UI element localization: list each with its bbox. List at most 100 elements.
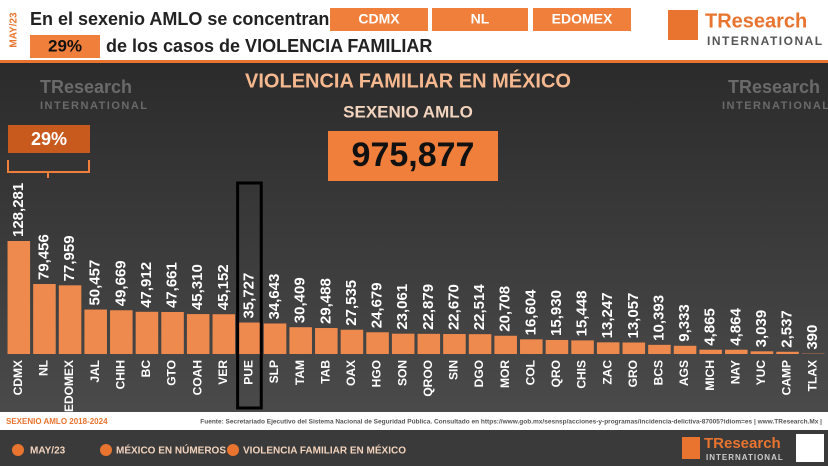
plot: 128,281 CDMX 79,456 NL 77,959 EDOMEX 50,457 JAL… — [7, 181, 825, 412]
logo-icon — [668, 10, 698, 40]
bar — [84, 309, 107, 354]
category-label: VER — [216, 360, 230, 385]
value-label: 22,879 — [420, 284, 437, 330]
category-label: NAY — [728, 360, 742, 384]
bar — [596, 342, 620, 354]
category-label: YUC — [754, 360, 768, 386]
bar — [212, 314, 236, 354]
bar — [161, 312, 184, 354]
state-box — [330, 8, 428, 31]
bracket — [7, 160, 90, 178]
value-label: 13,057 — [625, 293, 642, 339]
value-label: 10,393 — [650, 295, 667, 341]
category-label: TLAX — [805, 360, 819, 391]
category-label: SON — [395, 360, 409, 386]
value-label: 79,456 — [35, 234, 52, 280]
value-label: 45,152 — [215, 264, 232, 310]
bar — [238, 322, 261, 354]
bar — [315, 328, 338, 354]
bar — [58, 285, 82, 354]
bar — [520, 339, 543, 354]
bar — [750, 351, 774, 354]
value-label: 27,535 — [343, 280, 360, 326]
logo-name: TResearch — [705, 10, 807, 32]
category-label: QROO — [421, 360, 435, 397]
category-label: QRO — [549, 360, 563, 387]
bar — [648, 344, 671, 354]
category-label: BC — [139, 360, 153, 378]
value-label: 24,679 — [369, 282, 386, 328]
category-label: MOR — [498, 360, 512, 388]
bar — [571, 340, 594, 354]
bar — [186, 314, 210, 354]
footer-bg — [0, 412, 828, 430]
category-label: AGS — [677, 360, 691, 386]
icon — [227, 444, 239, 456]
bar — [33, 284, 56, 354]
category-label: GTO — [165, 360, 179, 386]
category-label: PUE — [242, 360, 256, 385]
category-label: NL — [37, 360, 51, 376]
value-label: 15,448 — [574, 291, 591, 337]
value-label: 4,865 — [702, 308, 719, 346]
value-label: 20,708 — [497, 286, 514, 332]
category-label: SIN — [447, 360, 461, 380]
value-label: 49,669 — [112, 260, 129, 306]
category-label: GRO — [626, 360, 640, 387]
logo-tagline: INTERNATIONAL — [707, 34, 824, 48]
bar — [673, 345, 697, 354]
total-box — [328, 131, 498, 181]
watermark-name: TResearch — [728, 77, 820, 97]
bar — [289, 327, 312, 354]
icon — [12, 444, 24, 456]
value-label: 77,959 — [61, 235, 78, 281]
bar — [135, 311, 159, 354]
watermark-tagline: INTERNATIONAL — [722, 100, 828, 112]
category-label: ZAC — [600, 360, 614, 385]
value-label: 47,912 — [138, 262, 155, 308]
highlight-box — [236, 181, 263, 410]
header-rule — [0, 60, 828, 63]
category-label: TAB — [318, 360, 332, 384]
watermark-tagline: INTERNATIONAL — [40, 100, 149, 112]
state-name: NL — [471, 11, 490, 27]
share: 29% — [48, 36, 82, 55]
category-label: CDMX — [11, 360, 25, 395]
bar — [494, 335, 517, 354]
value-label: 34,643 — [266, 274, 283, 320]
category-label: CHIS — [575, 360, 589, 389]
category-label: COL — [523, 360, 537, 385]
qr-code — [796, 434, 824, 462]
value-label: 50,457 — [87, 260, 104, 306]
value-label: 3,039 — [753, 310, 770, 348]
value-label: 22,670 — [445, 284, 462, 330]
bar — [725, 349, 748, 354]
bar — [545, 339, 569, 354]
value-label: 23,061 — [394, 284, 411, 330]
bar — [699, 349, 722, 354]
category-label: BCS — [652, 360, 666, 385]
value-label: 47,661 — [164, 262, 181, 308]
total: 975,877 — [352, 136, 475, 174]
state-box — [432, 8, 528, 31]
bar — [7, 241, 31, 354]
category-label: HGO — [370, 360, 384, 387]
bar — [391, 333, 415, 354]
category-label: DGO — [472, 360, 486, 387]
bar — [443, 334, 466, 354]
header-date: MAY/23 — [9, 12, 20, 48]
category-label: TAM — [293, 360, 307, 385]
value-label: 15,930 — [548, 290, 565, 336]
bottom-section: MÉXICO EN NÚMEROS — [116, 444, 226, 457]
category-label: EDOMEX — [62, 360, 76, 412]
chart-subtitle: SEXENIO AMLO — [343, 102, 473, 121]
chart-title: VIOLENCIA FAMILIAR EN MÉXICO — [245, 69, 571, 92]
value-label: 35,727 — [240, 273, 257, 319]
bar — [366, 332, 389, 354]
bar — [622, 342, 646, 354]
category-label: SLP — [267, 360, 281, 383]
watermark-name: TResearch — [40, 77, 132, 97]
value-label: 29,488 — [317, 278, 334, 324]
value-label: 9,333 — [676, 304, 693, 342]
